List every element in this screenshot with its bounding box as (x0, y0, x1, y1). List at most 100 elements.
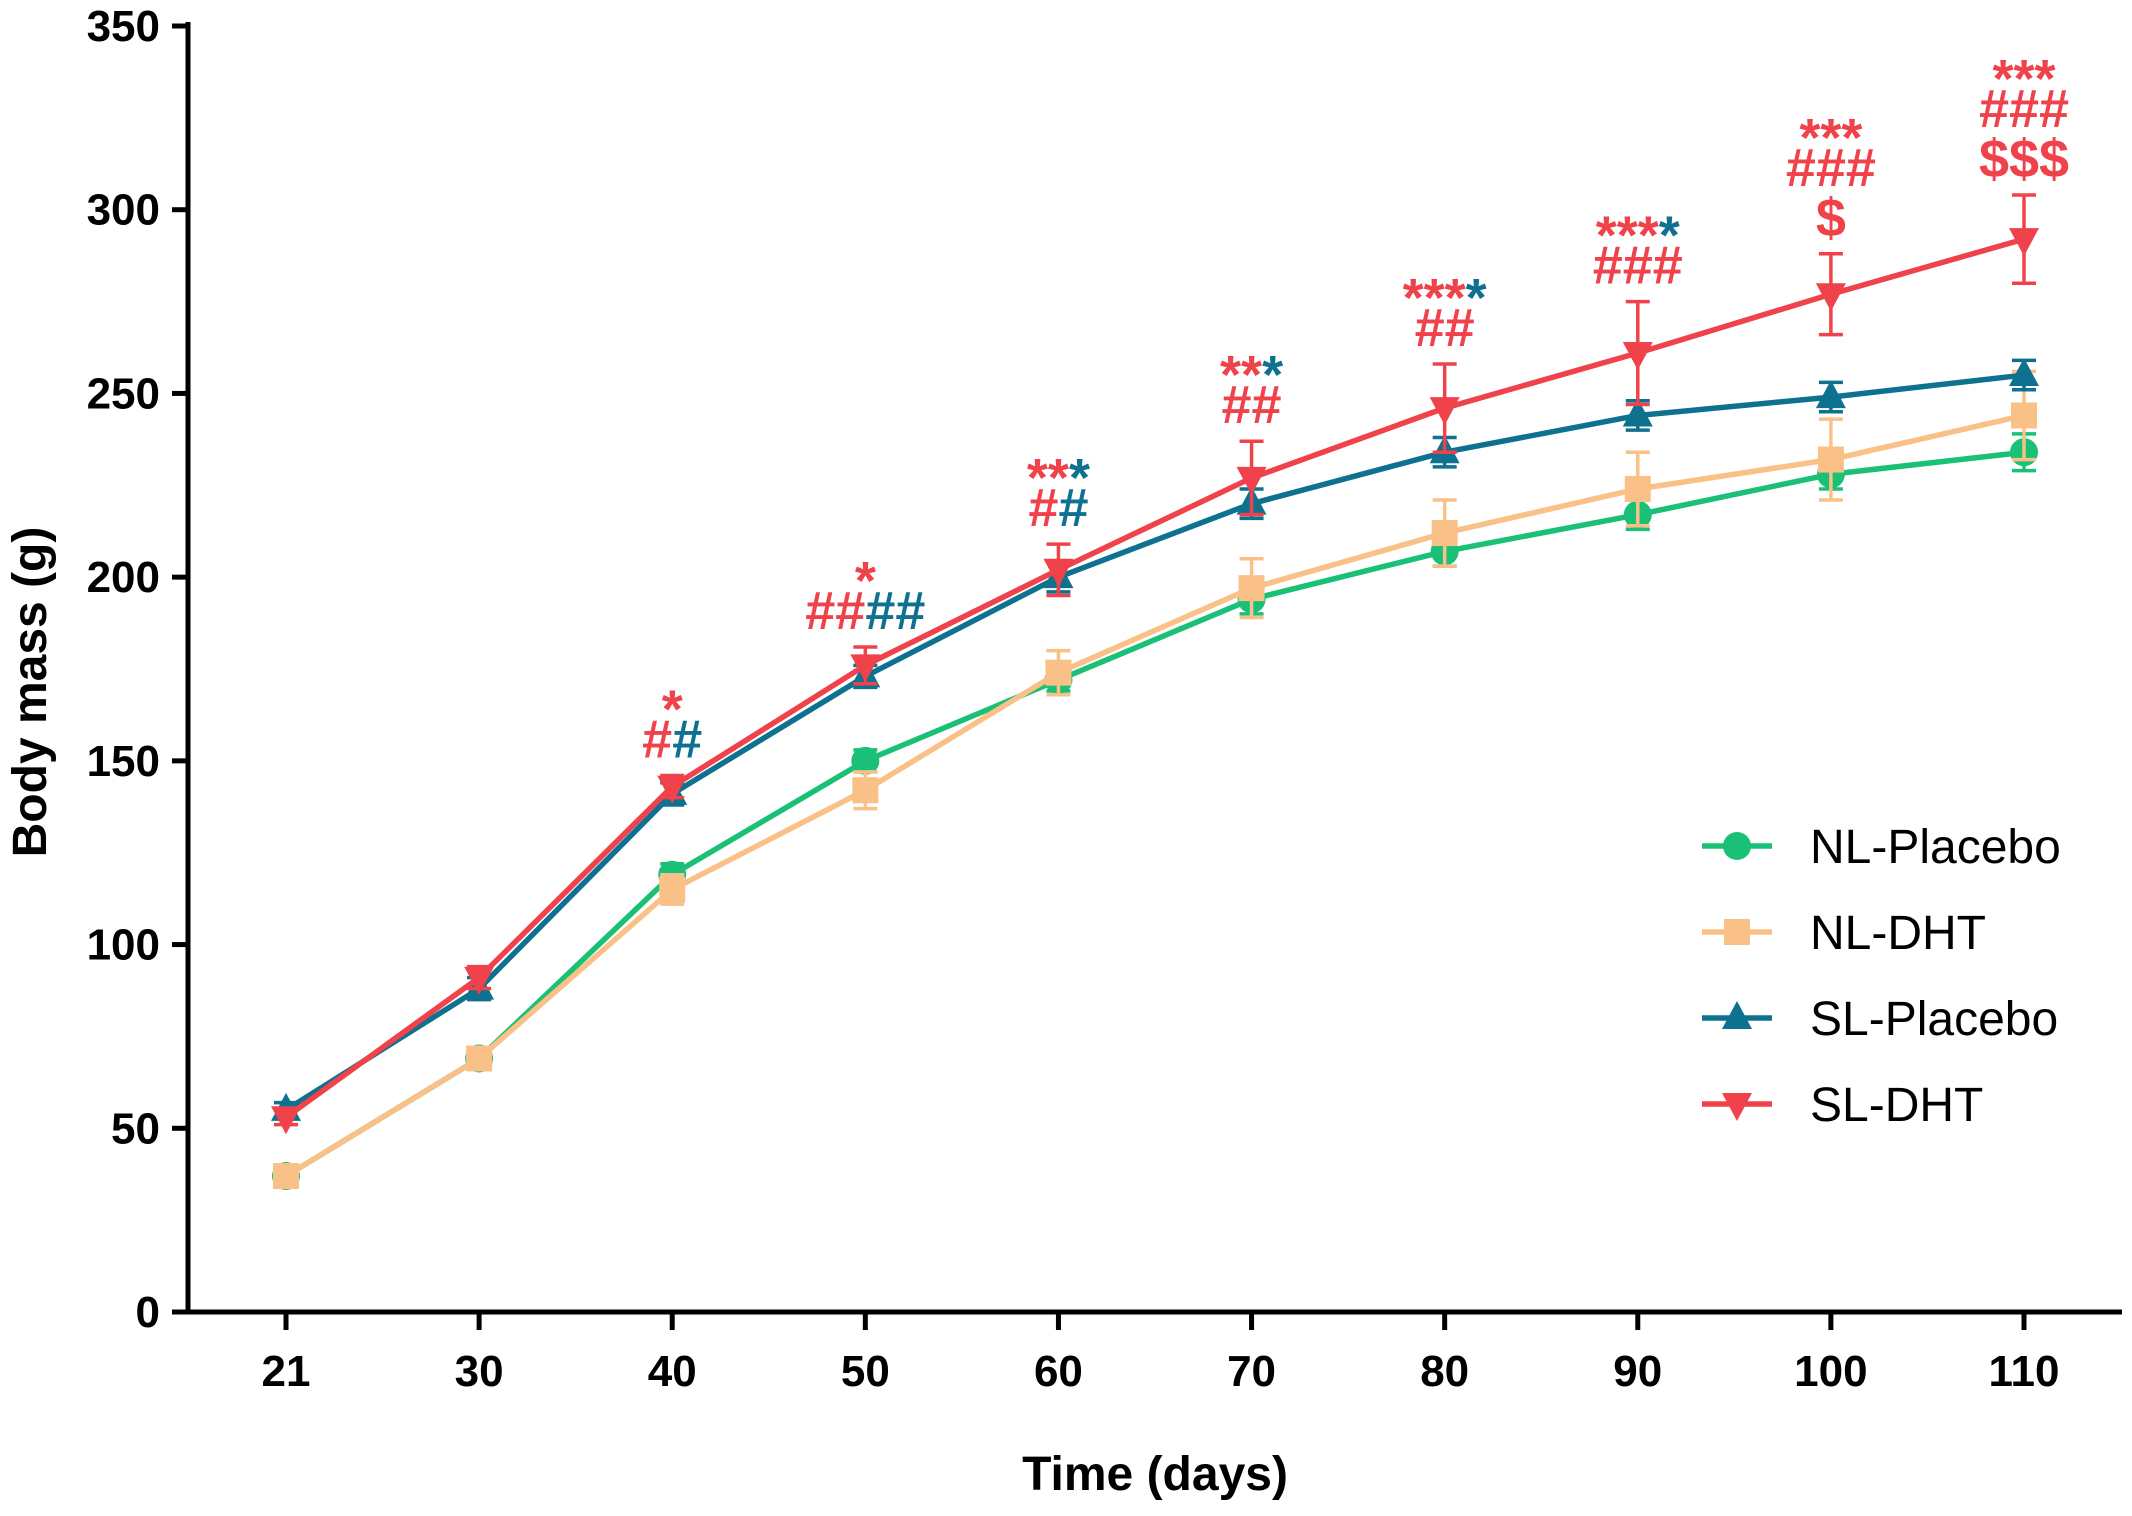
data-point-nl-dht (1238, 575, 1265, 602)
legend-marker (1723, 832, 1751, 860)
data-point-nl-dht (273, 1163, 299, 1190)
data-point-sl-dht (1429, 397, 1460, 426)
annotation-mark: * (662, 680, 683, 740)
significance-annotations: *##*####***##***##****##****###***###$**… (642, 49, 2069, 770)
annotation-line: ### (1786, 138, 1876, 198)
x-tick-label: 40 (648, 1347, 697, 1396)
y-tick-label: 250 (87, 369, 160, 418)
data-point-sl-dht (850, 654, 881, 683)
series-sl-dht (271, 193, 2039, 1135)
legend-label: SL-DHT (1810, 1079, 1983, 1132)
data-point-sl-dht (464, 966, 495, 995)
legend: NL-Placebo NL-DHT SL-Placebo SL-DHT (1702, 821, 2061, 1132)
annotation-mark: * (855, 551, 876, 611)
annotation-mark: # (672, 710, 702, 770)
series-line-nl-placebo (284, 449, 2025, 1179)
data-point-nl-dht (466, 1045, 493, 1072)
x-tick-label: 60 (1034, 1347, 1083, 1396)
data-point-sl-dht (2009, 228, 2039, 257)
annotation-mark: # (1058, 478, 1088, 538)
series-group (271, 193, 2039, 1191)
annotation-mark: # (1028, 478, 1058, 538)
y-tick-label: 50 (111, 1104, 160, 1153)
annotation-line: *** (1220, 345, 1283, 405)
x-tick-label: 90 (1613, 1347, 1662, 1396)
y-tick-label: 200 (87, 553, 160, 602)
annotation-mark: $$$ (1979, 129, 2069, 189)
y-tick-label: 0 (136, 1288, 160, 1337)
legend-item-nl-dht: NL-DHT (1702, 907, 1986, 960)
legend-marker (1724, 919, 1750, 945)
annotation-mark: ### (1786, 138, 1876, 198)
data-point-nl-dht (1624, 475, 1651, 502)
annotation-mark: * (1466, 268, 1487, 328)
x-tick-label: 70 (1227, 1347, 1276, 1396)
series-line-sl-dht (284, 236, 2025, 1120)
x-tick-label: 21 (262, 1347, 311, 1396)
legend-label: NL-Placebo (1810, 821, 2061, 874)
series-line-nl-dht (284, 412, 2025, 1179)
annotation-mark: ## (865, 581, 925, 641)
y-tick-label: 300 (87, 186, 160, 235)
annotation-line: *** (1027, 448, 1090, 508)
legend-label: SL-Placebo (1810, 993, 2058, 1046)
annotation-mark: ** (1220, 345, 1262, 405)
annotation-line: ## (642, 710, 702, 770)
y-tick-label: 100 (87, 921, 160, 970)
annotation-line: * (662, 680, 683, 740)
annotation-line: **** (1403, 268, 1487, 328)
legend-marker (1722, 1001, 1752, 1029)
data-point-nl-dht (1817, 446, 1844, 473)
annotation-line: *** (1992, 49, 2055, 109)
legend-marker (1722, 1093, 1752, 1121)
x-tick-label: 30 (455, 1347, 504, 1396)
y-axis-title: Body mass (g) (4, 527, 57, 858)
annotation-line: ## (1222, 375, 1282, 435)
annotation-mark: ## (1415, 298, 1475, 358)
annotation-mark: *** (1992, 49, 2055, 109)
y-tick-label: 150 (87, 737, 160, 786)
data-point-sl-placebo (1622, 398, 1653, 427)
data-point-sl-dht (1815, 283, 1846, 312)
annotation-mark: *** (1799, 108, 1862, 168)
data-point-sl-dht (271, 1106, 301, 1135)
annotation-mark: * (1659, 206, 1680, 266)
annotation-mark: $ (1816, 188, 1846, 248)
data-point-sl-dht (1236, 466, 1267, 495)
x-tick-label: 50 (841, 1347, 890, 1396)
annotation-line: ## (1028, 478, 1088, 538)
annotation-mark: ## (805, 581, 865, 641)
annotation-line: #### (805, 581, 925, 641)
data-point-sl-placebo (2009, 358, 2039, 387)
annotation-mark: # (642, 710, 672, 770)
data-point-sl-placebo (1815, 380, 1846, 409)
annotation-line: * (855, 551, 876, 611)
annotation-line: **** (1596, 206, 1680, 266)
annotation-mark: ** (1027, 448, 1069, 508)
data-point-nl-dht (2011, 402, 2037, 429)
series-nl-dht (273, 369, 2037, 1190)
annotation-mark: ### (1593, 236, 1683, 296)
x-tick-label: 80 (1420, 1347, 1469, 1396)
annotation-line: *** (1799, 108, 1862, 168)
data-point-sl-dht (657, 775, 688, 804)
annotation-mark: * (1262, 345, 1283, 405)
annotation-mark: ### (1979, 79, 2069, 139)
data-point-nl-dht (1045, 659, 1072, 686)
annotation-line: ### (1979, 79, 2069, 139)
annotation-mark: *** (1596, 206, 1659, 266)
legend-label: NL-DHT (1810, 907, 1986, 960)
data-point-nl-dht (852, 777, 879, 804)
annotation-line: $$$ (1979, 129, 2069, 189)
annotation-line: ### (1593, 236, 1683, 296)
y-tick-label: 350 (87, 2, 160, 51)
data-point-nl-placebo (851, 746, 880, 775)
legend-item-sl-dht: SL-DHT (1702, 1079, 1983, 1132)
legend-item-nl-placebo: NL-Placebo (1702, 821, 2061, 874)
data-point-sl-dht (1622, 342, 1653, 371)
x-axis-title: Time (days) (1022, 1448, 1288, 1501)
series-line-sl-placebo (284, 372, 2025, 1113)
annotation-line: $ (1816, 188, 1846, 248)
